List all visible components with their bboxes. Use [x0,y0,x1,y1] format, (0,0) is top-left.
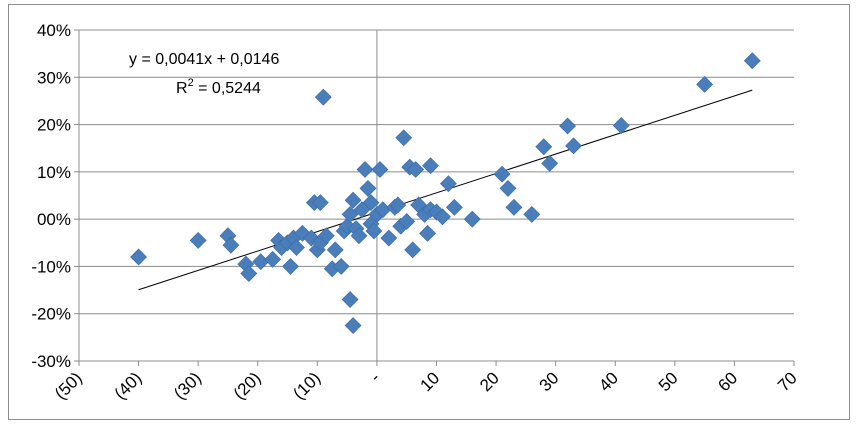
x-tick-label: (40) [111,368,146,403]
x-tick-label: 70 [774,368,801,395]
y-tick-label: 30% [37,68,71,87]
data-point [535,138,553,156]
data-point [499,179,517,197]
data-point [380,229,398,247]
y-tick-label: 00% [37,210,71,229]
data-point [505,198,523,216]
trendline-layer [138,89,753,291]
data-point [240,265,258,282]
data-point [344,317,362,334]
data-point [356,161,374,178]
data-point [407,161,425,178]
data-point [445,198,463,216]
r-squared-symbol: R [176,80,188,97]
data-point [362,194,380,212]
data-point [419,224,436,242]
data-point [493,165,511,183]
data-point [344,191,362,209]
data-point [314,88,332,106]
data-point [422,157,439,175]
r-squared-label: R2 = 0,5244 [176,77,261,97]
data-point [565,137,582,155]
x-tick-label: 50 [655,368,682,395]
data-point [743,52,761,70]
data-point [395,129,413,147]
tick-labels: -30% -20% -10% 00% 10% 20% 30% 40% (50) (40) (30) (… [31,21,801,403]
data-point [317,227,335,245]
y-tick-label: -10% [31,257,71,276]
y-tick-label: 40% [37,21,71,40]
data-point [252,253,270,271]
data-point [282,258,299,275]
y-tick-label: 10% [37,163,71,182]
r-squared-value: = 0,5244 [194,80,261,97]
data-point [559,117,577,135]
data-point [371,161,389,178]
x-tick-label: (50) [51,368,86,403]
data-point [222,236,240,254]
x-tick-label: 30 [536,368,563,395]
data-point [463,210,481,228]
data-point [341,291,359,308]
trendline-equation: y = 0,0041x + 0,0146 [129,51,279,68]
scatter-chart: -30% -20% -10% 00% 10% 20% 30% 40% (50) (40) (30) (… [31,21,801,403]
data-point [398,213,416,230]
r-squared-superscript: 2 [188,77,194,89]
data-point [404,241,422,259]
data-point [189,231,207,249]
axes [74,29,795,366]
data-point [696,75,714,93]
x-tick-label: (10) [289,368,324,403]
x-tick-label: 40 [595,368,622,395]
data-point [389,196,407,214]
x-tick-label: - [366,368,383,385]
x-tick-label: 10 [417,368,444,395]
grid-lines [79,29,794,362]
data-point [541,154,559,172]
data-points [130,52,761,334]
equation-layer: y = 0,0041x + 0,0146 R2 = 0,5244 [129,51,279,97]
x-tick-label: (20) [230,368,265,403]
chart-frame: -30% -20% -10% 00% 10% 20% 30% 40% (50) (40) (30) (… [8,4,850,420]
data-point [332,258,350,275]
data-point [359,179,377,197]
data-point [434,208,451,226]
data-point [439,175,457,193]
data-point [311,194,329,212]
data-point [365,222,383,240]
x-tick-label: 20 [476,368,503,395]
x-tick-label: (30) [170,368,205,403]
data-point [326,241,344,259]
data-point [288,239,305,256]
data-point [612,117,630,134]
trendline [138,89,753,291]
data-point [523,205,541,223]
y-tick-label: -30% [31,352,71,371]
data-point [264,250,282,268]
x-tick-label: 60 [714,368,741,395]
y-tick-label: 20% [37,116,71,135]
y-tick-label: -20% [31,305,71,324]
data-point [350,227,368,245]
data-point [341,205,359,223]
data-point [130,248,148,266]
